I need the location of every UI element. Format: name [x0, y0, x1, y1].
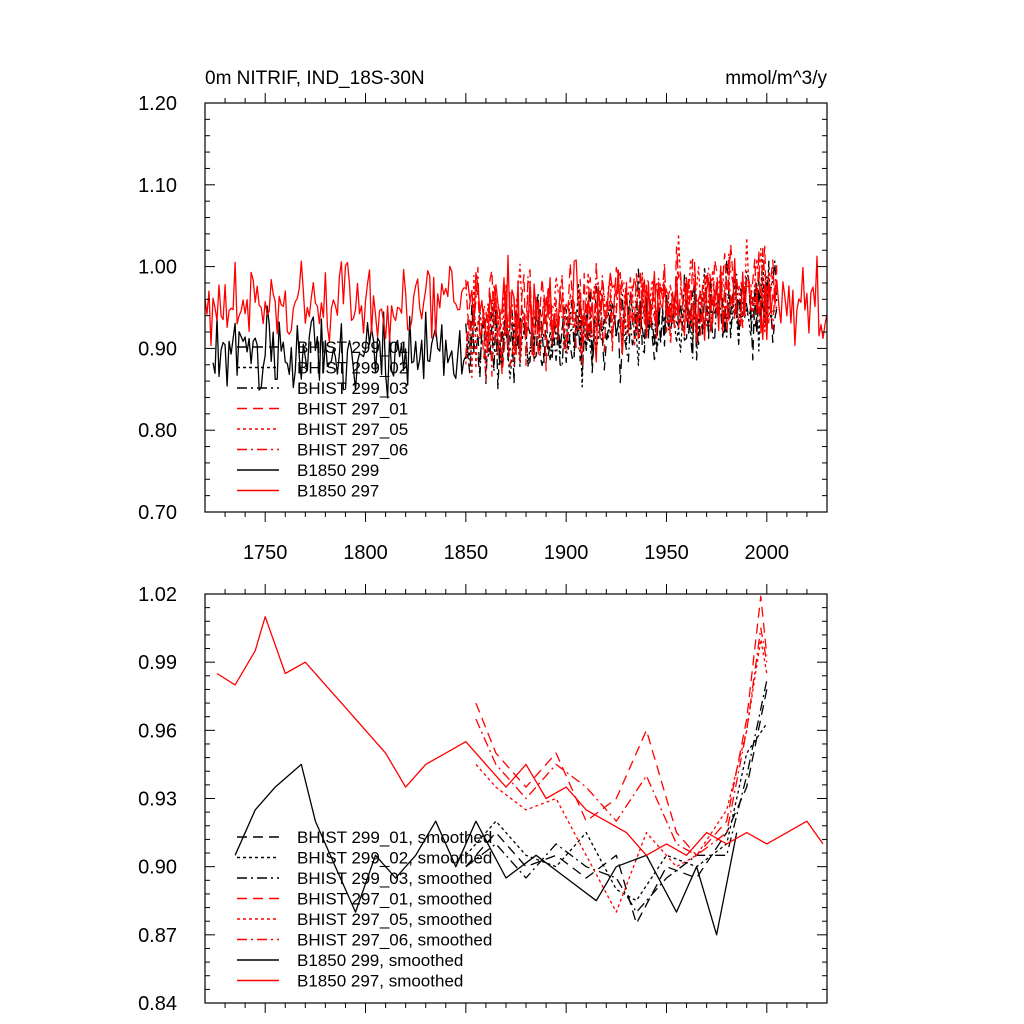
plot-frame	[204, 102, 828, 513]
y-tick-label: 0.70	[138, 502, 177, 524]
series-line-8	[216, 616, 824, 856]
y-tick-label: 0.96	[138, 720, 177, 742]
x-tick-label: 2000	[745, 542, 790, 564]
legend-label: BHIST 297_05, smoothed	[297, 910, 492, 929]
legend-label: B1850 299, smoothed	[297, 951, 463, 970]
series-group	[205, 233, 827, 399]
y-tick-label: 1.02	[138, 584, 177, 606]
y-tick-label: 0.99	[138, 652, 177, 674]
legend-label: BHIST 297_05	[297, 420, 408, 439]
series-line-7	[234, 763, 738, 936]
legend-label: B1850 297	[297, 482, 379, 501]
series-line-7	[212, 305, 467, 399]
legend-label: BHIST 299_02	[297, 359, 408, 378]
series-line-5	[475, 638, 768, 913]
legend-label: BHIST 299_03	[297, 379, 408, 398]
x-tick-label: 1850	[444, 542, 489, 564]
y-tick-label: 0.87	[138, 925, 177, 947]
series-line-6	[465, 247, 778, 377]
x-tick-label: 1800	[343, 542, 388, 564]
legend: BHIST 299_01, smoothed BHIST 299_02, smoo…	[237, 828, 492, 991]
legend-label: B1850 299	[297, 461, 379, 480]
x-tick-label: 1900	[544, 542, 589, 564]
series-line-1	[465, 258, 778, 385]
legend-label: BHIST 297_01, smoothed	[297, 890, 492, 909]
y-tick-label: 0.84	[138, 993, 177, 1015]
y-tick-label: 0.93	[138, 789, 177, 811]
series-line-4	[465, 243, 778, 375]
y-tick-label: 0.80	[138, 420, 177, 442]
series-line-4	[475, 595, 768, 856]
series-line-6	[475, 627, 768, 856]
y-tick-label: 1.10	[138, 175, 177, 197]
series-line-1	[465, 689, 768, 925]
legend-label: B1850 297, smoothed	[297, 972, 463, 991]
chart-title: 0m NITRIF, IND_18S-30N	[205, 68, 425, 89]
chart-panel-top: 0m NITRIF, IND_18S-30N mmol/m^3/y 0.70 0.…	[138, 68, 828, 564]
y-tick-label: 0.90	[138, 857, 177, 879]
series-line-3	[465, 260, 778, 390]
legend-label: BHIST 297_06	[297, 441, 408, 460]
legend-label: BHIST 299_03, smoothed	[297, 869, 492, 888]
y-tick-label: 1.20	[138, 93, 177, 115]
chart-panel-bottom: 0.84 0.87 0.90 0.93 0.96 0.99 1.02 BHIST 299_01…	[138, 584, 828, 1015]
legend-label: BHIST 299_01, smoothed	[297, 828, 492, 847]
x-tick-label: 1950	[644, 542, 689, 564]
legend-label: BHIST 299_01	[297, 338, 408, 357]
x-tick-label: 1750	[243, 542, 288, 564]
y-tick-label: 0.90	[138, 338, 177, 360]
legend-label: BHIST 299_02, smoothed	[297, 849, 492, 868]
series-line-8	[205, 254, 827, 364]
series-group	[216, 595, 824, 936]
legend-label: BHIST 297_06, smoothed	[297, 931, 492, 950]
chart-units: mmol/m^3/y	[725, 68, 827, 89]
series-line-3	[465, 680, 768, 913]
y-tick-label: 1.00	[138, 257, 177, 279]
legend-label: BHIST 297_01	[297, 400, 408, 419]
